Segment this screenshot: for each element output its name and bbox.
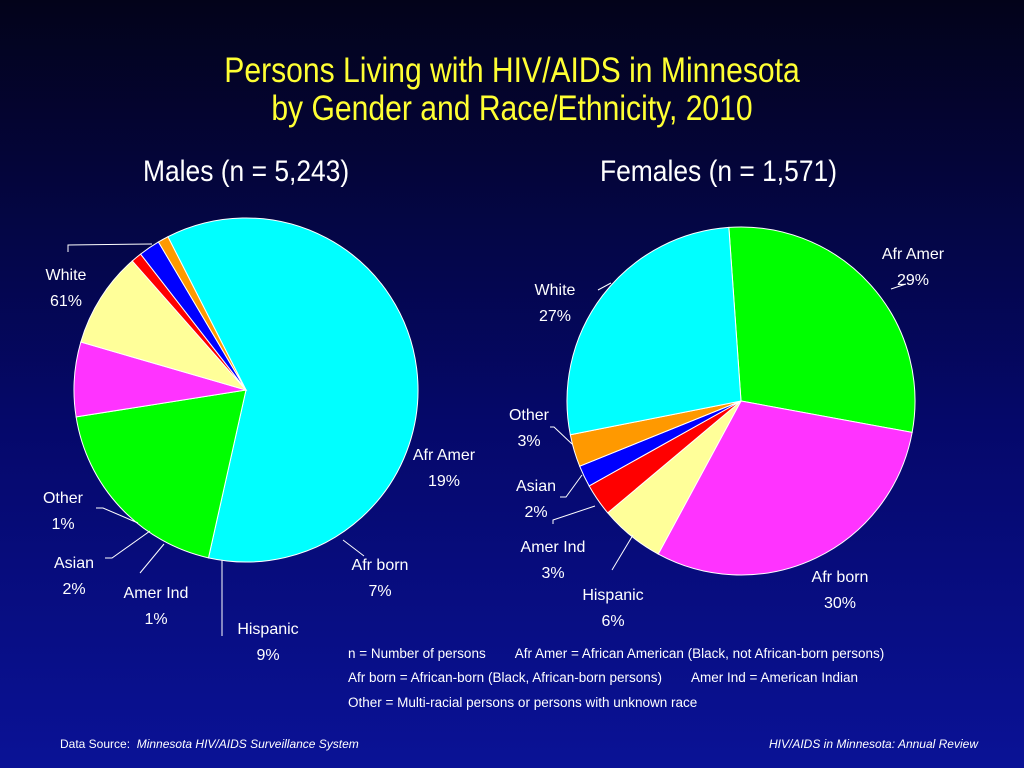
females-label-asian: Asian: [516, 478, 556, 495]
females-label-amer-ind: Amer Ind: [521, 539, 586, 556]
males-label-asian: Asian: [54, 555, 94, 572]
females-label-afr-amer: Afr Amer: [882, 246, 945, 263]
footer-report-name: HIV/AIDS in Minnesota: Annual Review: [769, 737, 978, 751]
females-value-hispanic: 6%: [601, 613, 624, 630]
males-slice-white: [167, 217, 419, 563]
males-value-afr-amer: 19%: [428, 473, 460, 490]
females-slice-afr-amer: [728, 226, 916, 433]
legend-afr-amer-definition: Afr Amer = African American (Black, not …: [514, 646, 885, 661]
females-leader-white: [597, 282, 612, 291]
males-value-white: 61%: [50, 293, 82, 310]
females-leader-afr-amer: [890, 283, 907, 290]
males-value-amer-ind: 1%: [144, 611, 167, 628]
males-slice-afr-amer: [75, 389, 247, 559]
females-slice-white: [566, 226, 742, 436]
footer-source: Data Source: Minnesota HIV/AIDS Surveill…: [60, 737, 359, 751]
chart-title: Persons Living with HIV/AIDS in Minnesot…: [72, 52, 953, 128]
females-value-other: 3%: [517, 433, 540, 450]
males-label-white: White: [46, 267, 87, 284]
legend-other-definition: Other = Multi-racial persons or persons …: [348, 695, 698, 710]
males-leader-amer-ind: [139, 543, 165, 574]
legend-amer-ind-definition: Amer Ind = American Indian: [691, 670, 858, 685]
legend-row-2: Afr born = African-born (Black, African-…: [348, 670, 884, 685]
males-value-asian: 2%: [62, 581, 85, 598]
legend-row-3: Other = Multi-racial persons or persons …: [348, 695, 723, 710]
legend-row-1: n = Number of persons Afr Amer = African…: [348, 646, 910, 661]
males-slice-hispanic: [80, 260, 248, 391]
males-leader-white: [67, 243, 153, 252]
females-leader-other: [550, 426, 573, 445]
females-value-white: 27%: [539, 308, 571, 325]
males-label-other: Other: [43, 490, 84, 507]
females-chart-title: Females (n = 1,571): [600, 155, 837, 188]
males-value-afr-born: 7%: [368, 583, 391, 600]
females-slice-afr-born: [657, 400, 913, 576]
females-label-white: White: [535, 282, 576, 299]
males-label-afr-amer: Afr Amer: [413, 447, 476, 464]
title-line-2: by Gender and Race/Ethnicity, 2010: [271, 89, 753, 128]
legend-n-definition: n = Number of persons: [348, 646, 486, 661]
females-value-afr-amer: 29%: [897, 272, 929, 289]
males-label-amer-ind: Amer Ind: [124, 585, 189, 602]
females-leader-asian: [560, 474, 583, 498]
males-value-other: 1%: [51, 516, 74, 533]
males-label-afr-born: Afr born: [352, 557, 409, 574]
males-chart-title: Males (n = 5,243): [143, 155, 350, 188]
females-value-asian: 2%: [524, 504, 547, 521]
footer-report: HIV/AIDS in Minnesota: Annual Review: [769, 737, 978, 751]
males-label-hispanic: Hispanic: [237, 621, 298, 638]
females-label-hispanic: Hispanic: [582, 587, 643, 604]
females-leader-hispanic: [611, 534, 634, 571]
legend-afr-born-definition: Afr born = African-born (Black, African-…: [348, 670, 663, 685]
females-leader-amer-ind: [552, 505, 596, 524]
males-value-hispanic: 9%: [256, 647, 279, 664]
females-value-afr-born: 30%: [824, 595, 856, 612]
males-leader-afr-born: [342, 539, 365, 557]
footer-source-name: Minnesota HIV/AIDS Surveillance System: [136, 737, 359, 751]
males-leader-asian: [105, 530, 151, 559]
females-label-afr-born: Afr born: [812, 569, 869, 586]
title-line-1: Persons Living with HIV/AIDS in Minnesot…: [224, 51, 800, 90]
males-slice-other: [157, 236, 247, 391]
males-leader-other: [96, 507, 139, 524]
females-value-amer-ind: 3%: [541, 565, 564, 582]
females-label-other: Other: [509, 407, 550, 424]
footer-source-label: Data Source:: [60, 737, 131, 751]
